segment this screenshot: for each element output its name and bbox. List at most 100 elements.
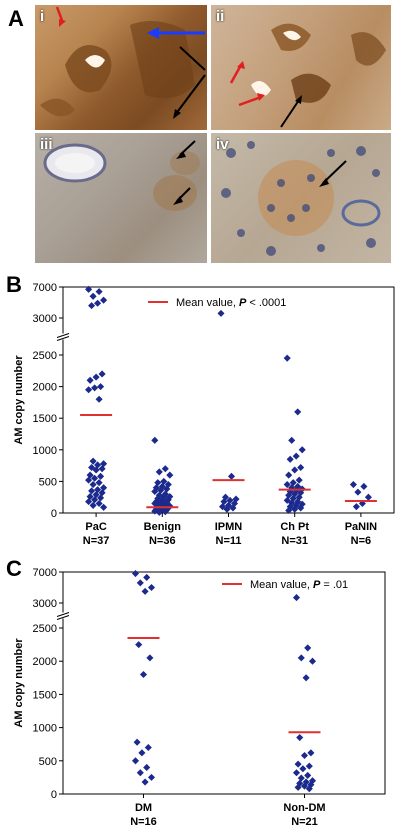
chart-c: 0 500 1000 1500 2000 2500 3000 7000 AM copy numb… [13, 567, 386, 825]
chart-b: 0 500 1000 1500 2000 2500 3000 7000 AM copy numb… [13, 282, 395, 547]
data-point [296, 734, 304, 742]
data-point [223, 505, 231, 513]
data-point [91, 384, 99, 392]
black-arrow [322, 160, 347, 184]
y-tick-label: 2500 [33, 623, 57, 635]
tile-iv-texture [221, 141, 381, 256]
y-tick-label: 1500 [33, 413, 57, 425]
category-label: DM [135, 802, 152, 814]
panel-a-letter: A [8, 6, 24, 31]
legend-label: Mean value, P < .0001 [176, 297, 286, 309]
data-point [141, 778, 149, 786]
y-tick-label: 1500 [33, 689, 57, 701]
black-arrow [179, 46, 206, 71]
data-point [292, 769, 301, 777]
data-point [147, 773, 156, 781]
plot-frame [62, 571, 386, 795]
data-point [154, 479, 162, 487]
data-point [294, 408, 302, 416]
micrograph-tile-i: i [35, 5, 207, 130]
category-n-label: N=11 [216, 535, 242, 547]
y-tick-label: 7000 [33, 282, 57, 294]
data-point [161, 465, 169, 473]
data-point [305, 785, 313, 793]
y-tick-label: 3000 [33, 313, 57, 325]
data-point [88, 302, 96, 310]
category-label: PaNIN [345, 521, 377, 533]
data-point [85, 386, 93, 394]
category-label: IPMN [215, 521, 243, 533]
data-point [151, 436, 159, 444]
axis-break-mark [56, 333, 70, 338]
data-point [349, 481, 357, 489]
data-point [286, 455, 294, 463]
data-point [295, 476, 303, 484]
data-point [91, 496, 99, 504]
data-point [226, 496, 234, 504]
data-point [297, 504, 305, 512]
data-point [86, 493, 94, 501]
data-point [300, 782, 309, 790]
data-point [85, 498, 93, 506]
data-point [97, 494, 105, 502]
data-point [131, 570, 140, 578]
tile-ii-texture [229, 23, 386, 128]
data-point [291, 466, 299, 474]
category-n-label: N=21 [291, 816, 318, 825]
data-point [283, 481, 291, 489]
data-point [297, 463, 305, 472]
data-point [304, 644, 312, 652]
data-point [292, 452, 300, 460]
data-point [95, 288, 103, 296]
y-tick-label: 500 [39, 476, 57, 488]
data-point [89, 457, 97, 465]
axis-break-mark [56, 336, 70, 341]
data-point [163, 485, 171, 493]
data-point [155, 468, 163, 476]
data-point [220, 498, 228, 506]
data-point [289, 479, 297, 487]
data-point [94, 299, 102, 307]
data-point [308, 657, 317, 665]
data-point [135, 641, 143, 649]
y-axis-label: AM copy number [13, 355, 25, 445]
data-point [288, 436, 296, 444]
tile-iii-texture [43, 140, 200, 211]
micrograph-tile-iii: iii [35, 133, 207, 263]
y-tick-label: 1000 [33, 723, 57, 735]
data-point [100, 296, 108, 304]
data-point [146, 654, 154, 662]
tile-i-texture [40, 6, 206, 119]
data-point [217, 309, 225, 317]
micrograph-tile-iv: iv [211, 133, 391, 263]
y-tick-label: 500 [39, 756, 57, 768]
data-point [157, 486, 165, 494]
data-point [144, 743, 152, 752]
axis-break-mark [56, 615, 70, 620]
category-n-label: N=31 [281, 535, 308, 547]
data-point [166, 471, 174, 479]
red-arrow [229, 64, 243, 84]
y-tick-label: 0 [51, 789, 57, 801]
data-point [86, 376, 94, 384]
data-point [297, 654, 305, 662]
data-point [229, 504, 237, 512]
data-point [302, 674, 310, 682]
data-point [291, 505, 299, 513]
y-tick-label: 3000 [33, 598, 57, 610]
data-point [136, 769, 144, 777]
data-point [297, 774, 305, 782]
data-point [95, 479, 103, 487]
category-label: Ch Pt [280, 521, 309, 533]
category-n-label: N=36 [149, 535, 176, 547]
category-label: PaC [85, 521, 106, 533]
data-point [133, 738, 141, 746]
axis-break-mask [57, 333, 69, 340]
panel-c-letter: C [6, 556, 22, 581]
data-point [155, 508, 163, 516]
data-point [304, 771, 312, 779]
category-n-label: N=6 [351, 535, 372, 547]
axis-break-mark [56, 612, 70, 617]
category-label: Benign [144, 521, 182, 533]
data-point [147, 583, 156, 592]
